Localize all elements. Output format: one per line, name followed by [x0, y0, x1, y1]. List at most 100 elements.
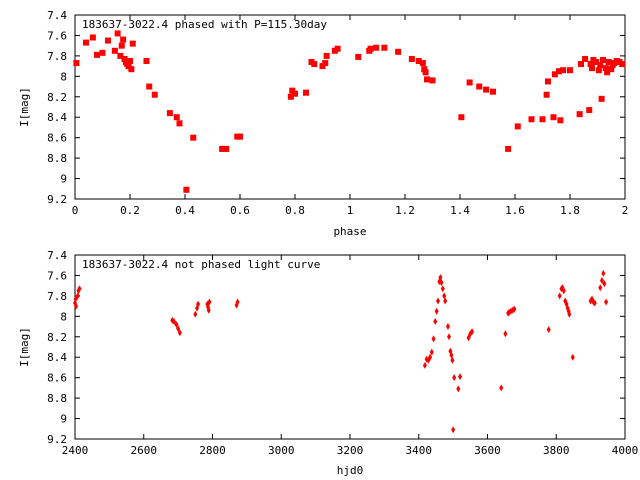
phased-x-tick-label: 0: [72, 204, 79, 217]
phased-data-point: [99, 49, 106, 56]
unphased-data-point: [598, 284, 603, 292]
phased-y-tick-label: 7.6: [47, 29, 67, 42]
phased-x-tick-label: 1: [347, 204, 354, 217]
phased-data-point: [128, 66, 135, 73]
unphased-data-point: [176, 325, 181, 333]
unphased-y-tick-label: 9: [60, 413, 67, 426]
phased-data-point: [94, 51, 100, 58]
phased-data-point: [111, 47, 118, 54]
phased-data-point: [429, 77, 436, 84]
unphased-data-point: [567, 310, 572, 318]
phased-data-point: [619, 61, 626, 68]
phased-axis-ticks: 0 0.2 0.4 0.6 0.8 1 1.2 1.4 1.6 1.8 2 7.4 7.6 7.8 8 8.2…: [47, 9, 628, 217]
phased-data-point: [422, 69, 429, 76]
phased-x-tick-label: 1.8: [560, 204, 580, 217]
phased-data-point: [551, 71, 558, 78]
phased-data-point: [319, 63, 326, 70]
phased-data-point: [367, 45, 374, 52]
phased-data-point: [476, 83, 483, 90]
unphased-data-point: [439, 279, 444, 287]
unphased-plot-title: 183637-3022.4 not phased light curve: [82, 258, 320, 271]
phased-data-point: [539, 116, 546, 123]
phased-data-point: [173, 114, 180, 121]
unphased-x-tick-label: 3400: [406, 444, 433, 457]
phased-y-tick-label: 8.6: [47, 132, 67, 145]
phased-data-point: [582, 55, 589, 62]
unphased-x-tick-label: 3200: [337, 444, 364, 457]
phased-data-point: [514, 123, 521, 130]
unphased-data-point: [207, 298, 212, 306]
unphased-x-tick-label: 2400: [62, 444, 89, 457]
phased-data-point: [415, 58, 422, 64]
phased-y-tick-label: 9: [60, 173, 67, 186]
phased-data-point: [373, 44, 380, 51]
phased-data-points: [73, 30, 626, 193]
phased-data-point: [117, 52, 124, 59]
phased-x-tick-label: 0.2: [120, 204, 140, 217]
phased-x-tick-label: 2: [622, 204, 629, 217]
phased-data-point: [593, 59, 600, 66]
unphased-y-tick-label: 8.2: [47, 331, 67, 344]
unphased-data-point: [512, 305, 517, 313]
phased-data-point: [151, 91, 158, 98]
phased-data-point: [334, 45, 341, 52]
phased-data-point: [600, 56, 606, 63]
phased-data-point: [578, 61, 584, 68]
unphased-y-tick-label: 9.2: [47, 433, 67, 446]
unphased-data-point: [499, 384, 504, 392]
unphased-x-tick-label: 3000: [268, 444, 295, 457]
phased-x-axis-label: phase: [333, 225, 366, 238]
phased-data-point: [586, 107, 593, 114]
unphased-y-tick-label: 7.4: [47, 249, 67, 262]
unphased-data-point: [445, 323, 450, 331]
phased-data-point: [237, 133, 243, 140]
phased-y-tick-label: 8.8: [47, 152, 67, 165]
unphased-data-point: [433, 317, 438, 325]
phased-data-point: [143, 58, 150, 64]
unphased-y-tick-label: 8.6: [47, 372, 67, 385]
phased-y-tick-label: 9.2: [47, 193, 67, 206]
unphased-data-point: [77, 285, 82, 293]
phased-y-tick-label: 7.4: [47, 9, 67, 22]
phased-data-point: [83, 39, 89, 46]
unphased-data-point: [74, 302, 79, 310]
phased-data-point: [129, 40, 136, 47]
unphased-data-point: [546, 326, 551, 334]
unphased-data-point: [447, 333, 451, 341]
phased-data-point: [424, 76, 430, 83]
phased-data-point: [114, 30, 121, 37]
unphased-data-point: [557, 292, 562, 300]
phased-data-point: [219, 145, 226, 152]
unphased-light-curve-panel: 2400 2600 2800 3000 3200 3400 3600 3800 4000 7.4 7…: [18, 249, 638, 477]
unphased-data-point: [599, 277, 604, 285]
phased-data-point: [166, 110, 173, 117]
unphased-data-point: [458, 373, 462, 381]
phased-x-tick-label: 1.2: [395, 204, 415, 217]
phased-data-point: [395, 48, 402, 55]
phased-data-point: [381, 44, 388, 51]
phased-x-tick-label: 0.8: [285, 204, 305, 217]
phased-data-point: [223, 145, 230, 152]
unphased-data-point: [75, 292, 80, 300]
phased-plot-title: 183637-3022.4 phased with P=115.30day: [82, 18, 327, 31]
phased-data-point: [567, 67, 573, 74]
unphased-data-points: [73, 269, 609, 434]
unphased-y-tick-label: 8.4: [47, 351, 67, 364]
phased-data-point: [323, 52, 330, 59]
phased-data-point: [183, 186, 190, 193]
unphased-data-point: [436, 297, 440, 305]
unphased-data-point: [196, 300, 201, 308]
unphased-data-point: [235, 298, 240, 306]
unphased-x-tick-label: 3600: [474, 444, 501, 457]
phased-data-point: [127, 58, 133, 64]
phased-data-point: [556, 68, 562, 75]
phased-data-point: [190, 134, 197, 141]
phased-data-point: [560, 67, 567, 74]
phased-y-axis-label: I[mag]: [18, 87, 31, 127]
unphased-data-point: [443, 297, 448, 305]
phased-y-tick-label: 7.8: [47, 50, 67, 63]
phased-data-point: [355, 53, 362, 60]
unphased-data-point: [172, 317, 176, 325]
